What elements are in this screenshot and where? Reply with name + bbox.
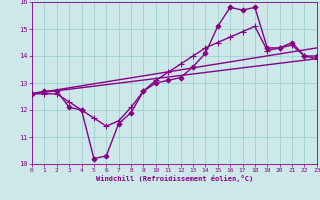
X-axis label: Windchill (Refroidissement éolien,°C): Windchill (Refroidissement éolien,°C) [96,175,253,182]
